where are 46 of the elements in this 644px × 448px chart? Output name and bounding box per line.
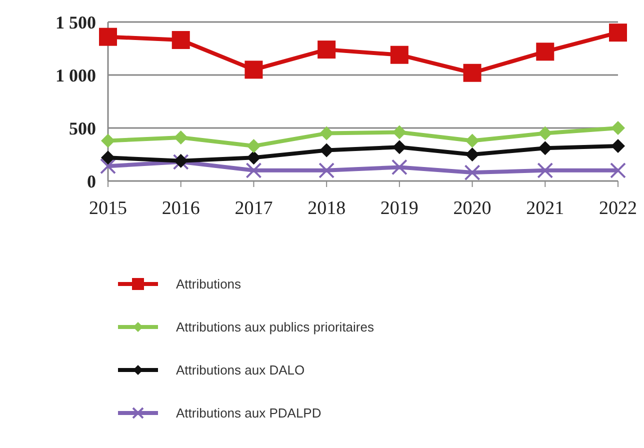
point <box>318 40 336 59</box>
point <box>463 64 482 82</box>
point <box>392 140 406 154</box>
x-tick-label: 2019 <box>380 198 418 219</box>
point <box>101 134 115 148</box>
x-tick-label: 2022 <box>599 198 637 219</box>
legend-label: Attributions aux publics prioritaires <box>176 320 374 335</box>
x-tick-label: 2016 <box>162 198 200 219</box>
point <box>537 162 554 178</box>
point <box>536 42 554 61</box>
legend-label: Attributions aux DALO <box>176 362 305 378</box>
point <box>174 130 188 145</box>
point <box>320 126 334 140</box>
point <box>609 24 627 42</box>
point <box>101 150 115 165</box>
x-tick-label: 2021 <box>526 198 564 219</box>
point <box>611 139 625 154</box>
point <box>538 126 552 140</box>
y-tick-label: 1 000 <box>56 65 96 86</box>
y-tick-label: 500 <box>69 118 96 138</box>
point <box>320 143 334 158</box>
legend-label: Attributions aux PDALPD <box>176 406 322 421</box>
point <box>611 121 625 135</box>
point <box>99 28 117 46</box>
point <box>392 125 406 140</box>
point <box>100 158 116 174</box>
point <box>246 139 261 154</box>
point <box>538 141 552 156</box>
point <box>465 148 480 162</box>
x-tick-label: 2018 <box>308 198 346 219</box>
point <box>390 46 408 64</box>
x-tick-label: 2020 <box>453 198 492 219</box>
x-tick-label: 2015 <box>89 198 127 219</box>
x-tick-label: 2017 <box>234 198 273 219</box>
point <box>246 150 261 165</box>
point <box>610 162 626 178</box>
point <box>172 31 190 50</box>
point <box>318 162 335 178</box>
point <box>244 60 263 79</box>
point <box>465 134 480 148</box>
point <box>246 162 262 178</box>
y-tick-label: 0 <box>87 171 96 192</box>
point <box>391 159 408 176</box>
legend-label: Attributions <box>176 276 242 292</box>
point <box>464 164 480 181</box>
y-tick-label: 1 500 <box>56 12 96 32</box>
